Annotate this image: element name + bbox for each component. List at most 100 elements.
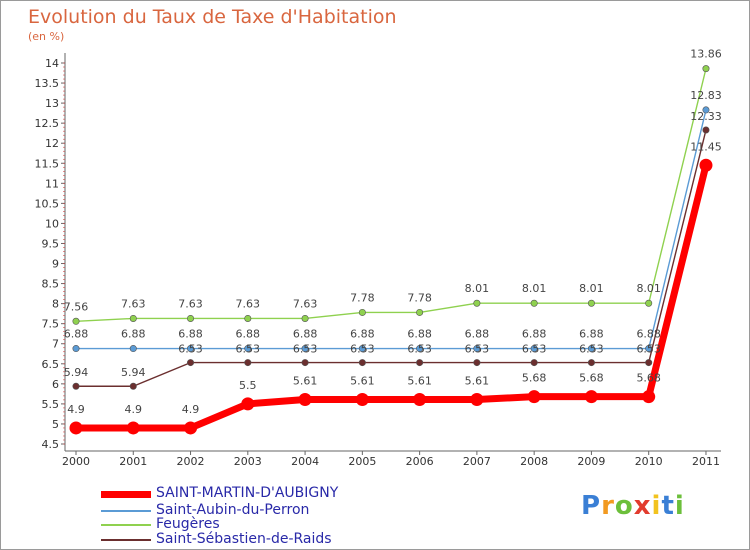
data-point[interactable] [301, 345, 309, 353]
data-label: 12.33 [690, 110, 722, 123]
data-point[interactable] [358, 345, 366, 353]
data-point[interactable] [587, 345, 595, 353]
data-label: 12.83 [690, 89, 722, 102]
chart-axes: 4.5 5 5.5 6 6.5 7 7.5 8 8.5 9 9.5 10 10.5 11 11.5 12 12.… [35, 53, 721, 468]
y-tick-label: 13 [45, 97, 59, 110]
logo-letter: i [674, 491, 685, 521]
data-point[interactable] [244, 345, 252, 353]
series-layer [69, 65, 713, 435]
data-label: 4.9 [182, 403, 200, 416]
data-point[interactable] [645, 359, 653, 367]
data-label: 11.45 [690, 140, 722, 153]
data-label: 6.53 [178, 343, 203, 356]
y-tick-label: 6 [52, 378, 59, 391]
data-point[interactable] [187, 345, 195, 353]
chart-title: Evolution du Taux de Taxe d'Habitation [28, 6, 397, 28]
data-point[interactable] [702, 65, 710, 73]
legend-swatch [101, 491, 151, 498]
data-point[interactable] [470, 392, 484, 406]
data-point[interactable] [358, 308, 366, 316]
data-label: 7.63 [293, 297, 318, 310]
data-point[interactable] [584, 390, 598, 404]
data-point[interactable] [355, 392, 369, 406]
data-point[interactable] [587, 359, 595, 367]
data-label: 5.5 [239, 379, 257, 392]
data-point[interactable] [129, 345, 137, 353]
x-tick-label: 2002 [177, 455, 205, 468]
data-point[interactable] [244, 314, 252, 322]
data-point[interactable] [530, 359, 538, 367]
data-point[interactable] [301, 314, 309, 322]
data-label: 6.88 [579, 328, 604, 341]
data-label: 6.88 [407, 328, 432, 341]
data-label: 5.68 [522, 372, 547, 385]
data-point[interactable] [69, 421, 83, 435]
data-label: 6.53 [407, 343, 432, 356]
x-tick-label: 2010 [635, 455, 663, 468]
legend-label: Saint-Aubin-du-Perron [156, 502, 310, 518]
logo-letter: x [633, 491, 652, 521]
data-label: 7.63 [121, 297, 146, 310]
data-point[interactable] [298, 392, 312, 406]
data-point[interactable] [72, 345, 80, 353]
data-label: 7.78 [407, 291, 432, 304]
y-tick-label: 12 [45, 137, 59, 150]
data-point[interactable] [187, 359, 195, 367]
data-label: 6.88 [178, 328, 203, 341]
data-point[interactable] [241, 397, 255, 411]
data-point[interactable] [530, 345, 538, 353]
data-point[interactable] [184, 421, 198, 435]
legend-swatch [101, 510, 151, 512]
x-tick-label: 2005 [348, 455, 376, 468]
data-label: 5.94 [121, 366, 146, 379]
data-point[interactable] [645, 299, 653, 307]
y-tick-label: 5 [52, 418, 59, 431]
y-tick-label: 8 [52, 298, 59, 311]
data-point[interactable] [244, 359, 252, 367]
data-point[interactable] [129, 382, 137, 390]
chart-subtitle: (en %) [28, 30, 65, 43]
data-point[interactable] [527, 390, 541, 404]
data-labels-layer: 7.56 7.63 7.63 7.63 7.63 7.78 7.78 8.01 8.01 8.01… [64, 48, 722, 416]
legend-label: SAINT-MARTIN-D'AUBIGNY [156, 485, 339, 501]
data-point[interactable] [413, 392, 427, 406]
data-point[interactable] [702, 106, 710, 114]
data-point[interactable] [416, 308, 424, 316]
data-point[interactable] [587, 299, 595, 307]
data-label: 5.61 [293, 374, 318, 387]
data-point[interactable] [129, 314, 137, 322]
data-label: 6.88 [522, 328, 547, 341]
data-point[interactable] [72, 382, 80, 390]
data-label: 7.63 [236, 297, 261, 310]
y-tick-label: 10.5 [35, 197, 60, 210]
y-tick-label: 10 [45, 217, 59, 230]
y-tick-label: 12.5 [35, 117, 60, 130]
data-point[interactable] [416, 359, 424, 367]
data-point[interactable] [530, 299, 538, 307]
data-point[interactable] [126, 421, 140, 435]
data-label: 5.61 [407, 374, 432, 387]
data-point[interactable] [642, 390, 656, 404]
data-point[interactable] [72, 317, 80, 325]
series-line-2 [75, 67, 707, 322]
y-tick-label: 14 [45, 57, 59, 70]
data-point[interactable] [473, 359, 481, 367]
data-label: 8.01 [636, 282, 661, 295]
data-label: 6.88 [636, 328, 661, 341]
data-point[interactable] [187, 314, 195, 322]
data-point[interactable] [702, 126, 710, 134]
x-tick-label: 2001 [119, 455, 147, 468]
data-label: 6.88 [465, 328, 490, 341]
data-point[interactable] [699, 158, 713, 172]
data-label: 7.56 [64, 300, 89, 313]
data-point[interactable] [473, 299, 481, 307]
data-label: 7.63 [178, 297, 203, 310]
data-point[interactable] [358, 359, 366, 367]
data-point[interactable] [301, 359, 309, 367]
data-point[interactable] [473, 345, 481, 353]
x-tick-label: 2006 [406, 455, 434, 468]
y-tick-label: 11.5 [35, 157, 60, 170]
x-tick-label: 2008 [520, 455, 548, 468]
data-point[interactable] [416, 345, 424, 353]
